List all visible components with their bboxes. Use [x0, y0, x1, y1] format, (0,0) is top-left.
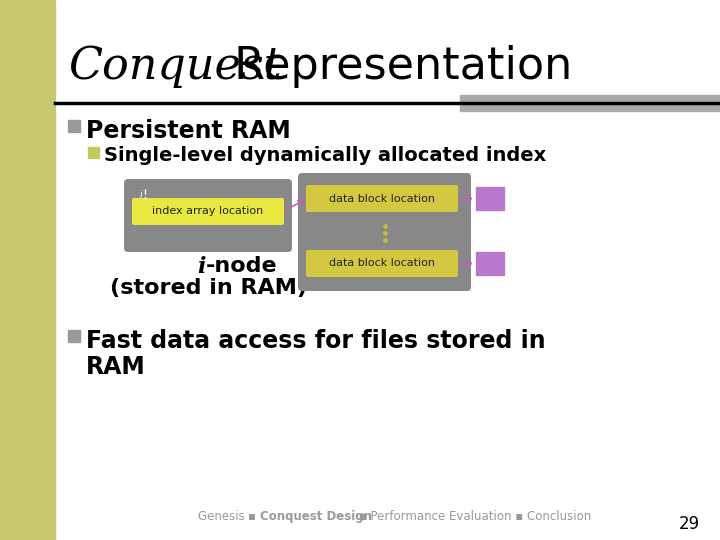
Text: Conquest Representation: Conquest Representation	[68, 45, 631, 88]
Text: RAM: RAM	[86, 355, 145, 379]
Text: i: i	[197, 256, 206, 278]
Text: Conquest Design: Conquest Design	[260, 510, 372, 523]
Text: Single-level dynamically allocated index: Single-level dynamically allocated index	[104, 146, 546, 165]
Bar	[68, 330, 80, 342]
FancyBboxPatch shape	[306, 185, 458, 212]
Text: ▪: ▪	[248, 510, 260, 523]
Text: -node: -node	[206, 256, 278, 276]
Text: Conquest: Conquest	[68, 45, 282, 88]
FancyBboxPatch shape	[132, 198, 284, 225]
Bar	[68, 120, 80, 132]
Text: Persistent RAM: Persistent RAM	[86, 119, 291, 143]
Bar	[88, 147, 99, 158]
Text: data block location: data block location	[329, 193, 435, 204]
FancyBboxPatch shape	[124, 179, 292, 252]
Text: 29: 29	[679, 515, 700, 533]
Text: Fast data access for files stored in: Fast data access for files stored in	[86, 329, 546, 353]
FancyBboxPatch shape	[306, 250, 458, 277]
Bar	[0, 0, 55, 540]
Text: ▪ Performance Evaluation ▪ Conclusion: ▪ Performance Evaluation ▪ Conclusion	[355, 510, 591, 523]
FancyBboxPatch shape	[298, 173, 471, 291]
Text: index array location: index array location	[153, 206, 264, 217]
Text: i: i	[140, 190, 143, 200]
Bar	[476, 187, 504, 210]
Text: Genesis: Genesis	[197, 510, 248, 523]
Text: (stored in RAM): (stored in RAM)	[109, 278, 307, 298]
Bar	[460, 95, 720, 111]
Text: Representation: Representation	[220, 45, 572, 88]
Text: data block location: data block location	[329, 259, 435, 268]
Bar	[476, 252, 504, 275]
